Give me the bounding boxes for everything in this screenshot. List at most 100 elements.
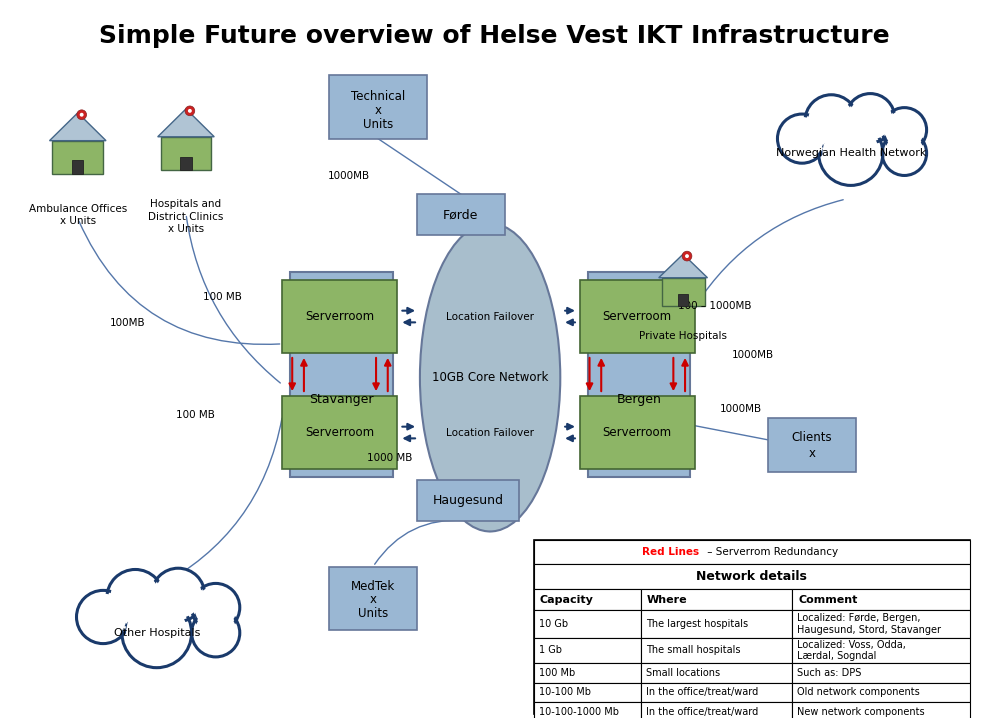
Text: Bergen: Bergen (617, 393, 661, 406)
Circle shape (80, 593, 126, 640)
Text: 1000MB: 1000MB (328, 171, 370, 181)
Circle shape (822, 125, 879, 182)
FancyBboxPatch shape (641, 611, 792, 638)
Text: x: x (374, 104, 381, 117)
Circle shape (885, 134, 924, 173)
FancyBboxPatch shape (417, 480, 520, 521)
Text: 10 Gb: 10 Gb (538, 619, 568, 629)
FancyBboxPatch shape (534, 563, 969, 589)
FancyBboxPatch shape (283, 396, 397, 469)
FancyBboxPatch shape (329, 566, 417, 630)
Text: Localized: Førde, Bergen,
Haugesund, Stord, Stavanger: Localized: Førde, Bergen, Haugesund, Sto… (797, 614, 942, 635)
Text: 100MB: 100MB (110, 318, 145, 328)
Text: Hospitals and: Hospitals and (150, 199, 221, 209)
Text: Other Hospitals: Other Hospitals (114, 628, 200, 638)
FancyBboxPatch shape (641, 663, 792, 683)
Text: New network components: New network components (797, 707, 925, 717)
Circle shape (805, 95, 858, 148)
Text: The largest hospitals: The largest hospitals (646, 619, 748, 629)
FancyBboxPatch shape (580, 396, 695, 469)
FancyBboxPatch shape (792, 589, 969, 611)
Circle shape (126, 602, 188, 664)
Text: Stavanger: Stavanger (309, 393, 373, 406)
Circle shape (682, 252, 692, 261)
Text: Red Lines: Red Lines (642, 547, 700, 557)
Text: Private Hospitals: Private Hospitals (639, 331, 727, 340)
FancyBboxPatch shape (534, 611, 641, 638)
Text: 1000 MB: 1000 MB (367, 454, 412, 463)
Text: 10GB Core Network: 10GB Core Network (432, 371, 548, 384)
Text: Serverroom: Serverroom (603, 426, 672, 439)
Text: Haugesund: Haugesund (433, 494, 504, 507)
Text: Small locations: Small locations (646, 668, 720, 678)
FancyBboxPatch shape (161, 137, 211, 169)
Text: Location Failover: Location Failover (447, 312, 535, 321)
Text: 1000MB: 1000MB (719, 403, 762, 414)
Circle shape (188, 109, 192, 113)
Circle shape (192, 583, 240, 632)
Polygon shape (659, 254, 707, 278)
Text: In the office/treat/ward: In the office/treat/ward (646, 707, 759, 717)
Text: 100 Mb: 100 Mb (538, 668, 575, 678)
FancyBboxPatch shape (641, 683, 792, 702)
Text: Where: Where (647, 595, 688, 605)
FancyBboxPatch shape (792, 702, 969, 721)
FancyBboxPatch shape (534, 540, 969, 563)
Text: 1 Gb: 1 Gb (538, 646, 562, 655)
FancyBboxPatch shape (641, 589, 792, 611)
Text: – Serverrom Redundancy: – Serverrom Redundancy (703, 547, 838, 557)
FancyBboxPatch shape (662, 278, 704, 305)
Text: 10-100-1000 Mb: 10-100-1000 Mb (538, 707, 618, 717)
Polygon shape (49, 113, 106, 140)
Text: Location Failover: Location Failover (447, 427, 535, 438)
Text: Localized: Voss, Odda,
Lærdal, Sogndal: Localized: Voss, Odda, Lærdal, Sogndal (797, 640, 906, 661)
Circle shape (778, 114, 827, 163)
FancyBboxPatch shape (329, 76, 427, 139)
Circle shape (151, 569, 205, 622)
Text: Ambulance Offices: Ambulance Offices (29, 204, 126, 214)
FancyBboxPatch shape (534, 683, 641, 702)
Text: Serverroom: Serverroom (305, 426, 374, 439)
Text: Network details: Network details (697, 570, 807, 583)
Circle shape (111, 573, 160, 623)
FancyBboxPatch shape (534, 589, 641, 611)
FancyBboxPatch shape (534, 702, 641, 721)
Circle shape (155, 571, 202, 618)
Circle shape (849, 97, 892, 140)
FancyBboxPatch shape (792, 638, 969, 663)
FancyBboxPatch shape (768, 418, 856, 472)
Text: Norwegian Health Network: Norwegian Health Network (776, 148, 926, 158)
FancyBboxPatch shape (52, 140, 103, 174)
Text: 100 – 1000MB: 100 – 1000MB (678, 301, 751, 311)
FancyBboxPatch shape (641, 638, 792, 663)
Circle shape (882, 108, 927, 152)
Ellipse shape (420, 223, 560, 531)
FancyBboxPatch shape (588, 272, 690, 477)
FancyBboxPatch shape (534, 638, 641, 663)
Text: x: x (808, 447, 815, 460)
Text: MedTek: MedTek (351, 579, 395, 593)
FancyBboxPatch shape (417, 194, 505, 235)
Text: Serverroom: Serverroom (305, 310, 374, 323)
Circle shape (885, 111, 924, 150)
Text: Comment: Comment (798, 595, 858, 605)
Text: 100 MB: 100 MB (203, 292, 241, 302)
Circle shape (882, 131, 927, 175)
FancyBboxPatch shape (290, 272, 392, 477)
Circle shape (185, 106, 195, 116)
Text: The small hospitals: The small hospitals (646, 646, 741, 655)
Text: Units: Units (358, 607, 388, 620)
Text: Serverroom: Serverroom (603, 310, 672, 323)
Circle shape (685, 254, 689, 258)
FancyBboxPatch shape (534, 663, 641, 683)
Text: Such as: DPS: Such as: DPS (797, 668, 862, 678)
Circle shape (846, 94, 895, 142)
Circle shape (192, 608, 240, 657)
Text: Capacity: Capacity (539, 595, 594, 605)
Circle shape (76, 590, 129, 643)
Polygon shape (158, 109, 214, 137)
Text: Simple Future overview of Helse Vest IKT Infrastructure: Simple Future overview of Helse Vest IKT… (99, 24, 889, 48)
Text: x Units: x Units (168, 224, 205, 234)
FancyBboxPatch shape (792, 611, 969, 638)
Text: Førde: Førde (444, 208, 478, 221)
